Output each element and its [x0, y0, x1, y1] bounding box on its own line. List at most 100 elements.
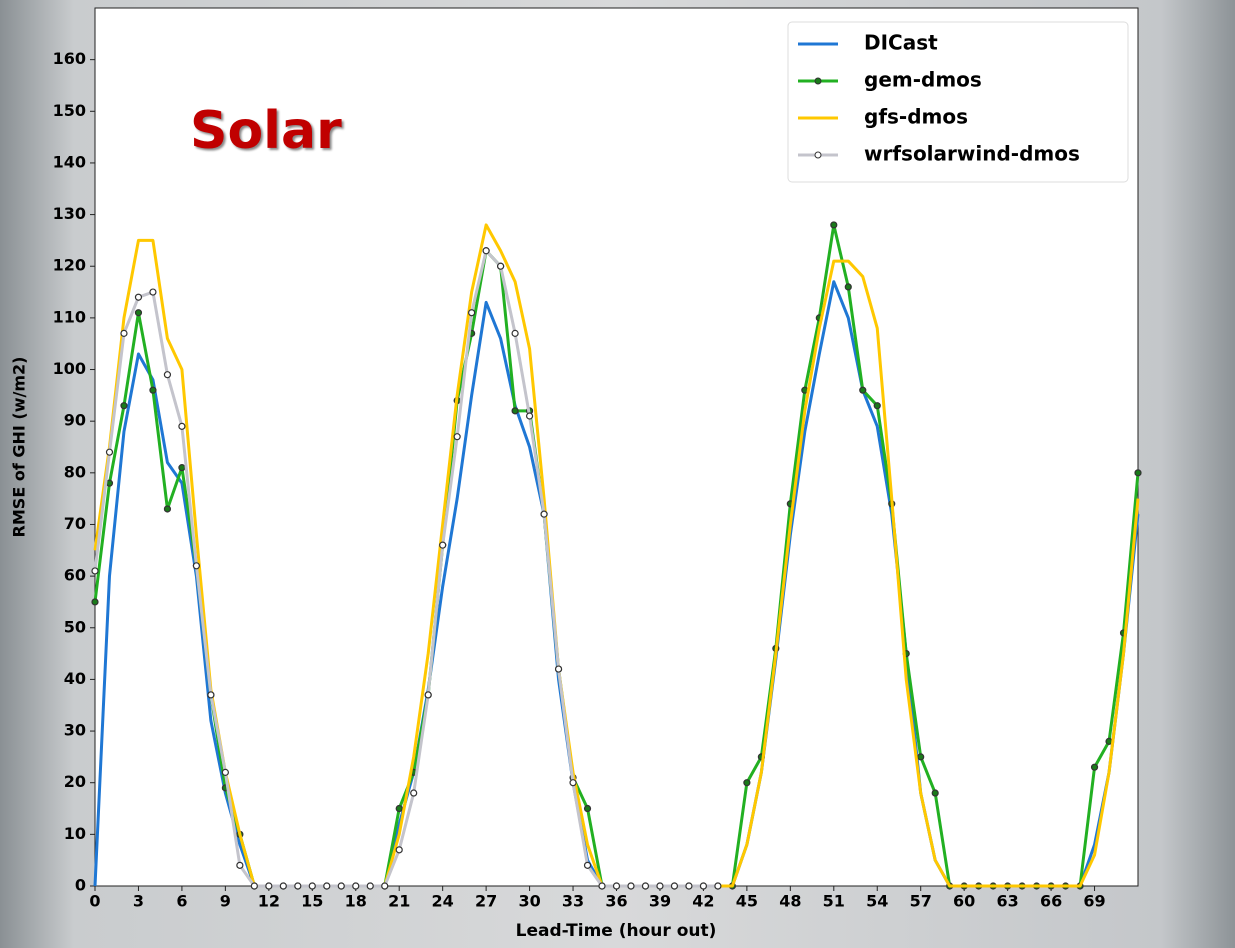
y-tick-label: 0 [75, 876, 86, 895]
x-tick-label: 12 [258, 892, 280, 911]
point-marker [556, 666, 562, 672]
y-tick-label: 30 [64, 721, 86, 740]
annotation: Solar [190, 101, 342, 161]
point-marker [411, 790, 417, 796]
point-marker [425, 692, 431, 698]
x-tick-label: 6 [176, 892, 187, 911]
point-marker [353, 883, 359, 889]
x-tick-label: 42 [692, 892, 714, 911]
point-marker [324, 883, 330, 889]
point-marker [860, 387, 866, 393]
x-tick-label: 39 [649, 892, 671, 911]
point-marker [700, 883, 706, 889]
y-tick-label: 60 [64, 566, 86, 585]
legend-marker [815, 152, 821, 158]
point-marker [541, 511, 547, 517]
point-marker [121, 330, 127, 336]
legend-label: gfs-dmos [864, 105, 968, 129]
point-marker [121, 403, 127, 409]
point-marker [92, 599, 98, 605]
point-marker [222, 769, 228, 775]
y-tick-label: 80 [64, 462, 86, 481]
point-marker [454, 434, 460, 440]
point-marker [831, 222, 837, 228]
point-marker [266, 883, 272, 889]
point-marker [164, 506, 170, 512]
point-marker [396, 847, 402, 853]
x-tick-label: 51 [823, 892, 845, 911]
point-marker [599, 883, 605, 889]
legend: DICast gem-dmos gfs-dmos wrfsolarwind-dmos [788, 22, 1128, 182]
legend-label: DICast [864, 31, 938, 55]
point-marker [208, 692, 214, 698]
x-tick-label: 48 [779, 892, 801, 911]
point-marker [150, 387, 156, 393]
point-marker [512, 330, 518, 336]
point-marker [483, 248, 489, 254]
point-marker [251, 883, 257, 889]
point-marker [382, 883, 388, 889]
x-tick-label: 21 [388, 892, 410, 911]
x-tick-label: 69 [1083, 892, 1105, 911]
y-tick-label: 160 [53, 49, 86, 68]
point-marker [440, 542, 446, 548]
x-tick-label: 15 [301, 892, 323, 911]
point-marker [150, 289, 156, 295]
point-marker [280, 883, 286, 889]
x-tick-label: 45 [736, 892, 758, 911]
y-tick-label: 100 [53, 359, 86, 378]
x-tick-label: 63 [996, 892, 1018, 911]
point-marker [1135, 470, 1141, 476]
y-tick-label: 120 [53, 256, 86, 275]
point-marker [671, 883, 677, 889]
point-marker [918, 754, 924, 760]
x-tick-label: 24 [432, 892, 454, 911]
x-tick-label: 27 [475, 892, 497, 911]
x-axis-label: Lead-Time (hour out) [516, 921, 717, 941]
y-axis-label: RMSE of GHI (w/m2) [10, 357, 29, 538]
x-tick-label: 54 [866, 892, 888, 911]
chart: Solar Lead-Time (hour out) RMSE of GHI (… [0, 0, 1235, 948]
point-marker [845, 284, 851, 290]
point-marker [106, 449, 112, 455]
legend-label: wrfsolarwind-dmos [864, 142, 1080, 166]
point-marker [1092, 764, 1098, 770]
point-marker [179, 423, 185, 429]
x-tick-label: 9 [220, 892, 231, 911]
x-tick-label: 0 [89, 892, 100, 911]
point-marker [367, 883, 373, 889]
y-tick-label: 150 [53, 101, 86, 120]
y-tick-label: 50 [64, 617, 86, 636]
y-tick-label: 110 [53, 307, 86, 326]
y-tick-label: 10 [64, 824, 86, 843]
x-tick-label: 60 [953, 892, 975, 911]
y-tick-label: 70 [64, 514, 86, 533]
point-marker [874, 403, 880, 409]
x-tick-label: 30 [518, 892, 540, 911]
point-marker [628, 883, 634, 889]
point-marker [686, 883, 692, 889]
point-marker [585, 862, 591, 868]
x-tick-label: 3 [133, 892, 144, 911]
y-tick-label: 140 [53, 152, 86, 171]
x-tick-label: 66 [1040, 892, 1062, 911]
point-marker [512, 408, 518, 414]
point-marker [744, 780, 750, 786]
page: {"chart_data": {"type": "line", "annotat… [0, 0, 1235, 948]
legend-label: gem-dmos [864, 68, 982, 92]
x-tick-label: 18 [345, 892, 367, 911]
y-tick-label: 90 [64, 411, 86, 430]
x-tick-label: 57 [910, 892, 932, 911]
x-tick-label: 33 [562, 892, 584, 911]
legend-marker [815, 78, 821, 84]
point-marker [498, 263, 504, 269]
point-marker [570, 780, 576, 786]
point-marker [642, 883, 648, 889]
point-marker [338, 883, 344, 889]
point-marker [715, 883, 721, 889]
point-marker [135, 294, 141, 300]
point-marker [179, 465, 185, 471]
point-marker [932, 790, 938, 796]
point-marker [164, 372, 170, 378]
point-marker [614, 883, 620, 889]
